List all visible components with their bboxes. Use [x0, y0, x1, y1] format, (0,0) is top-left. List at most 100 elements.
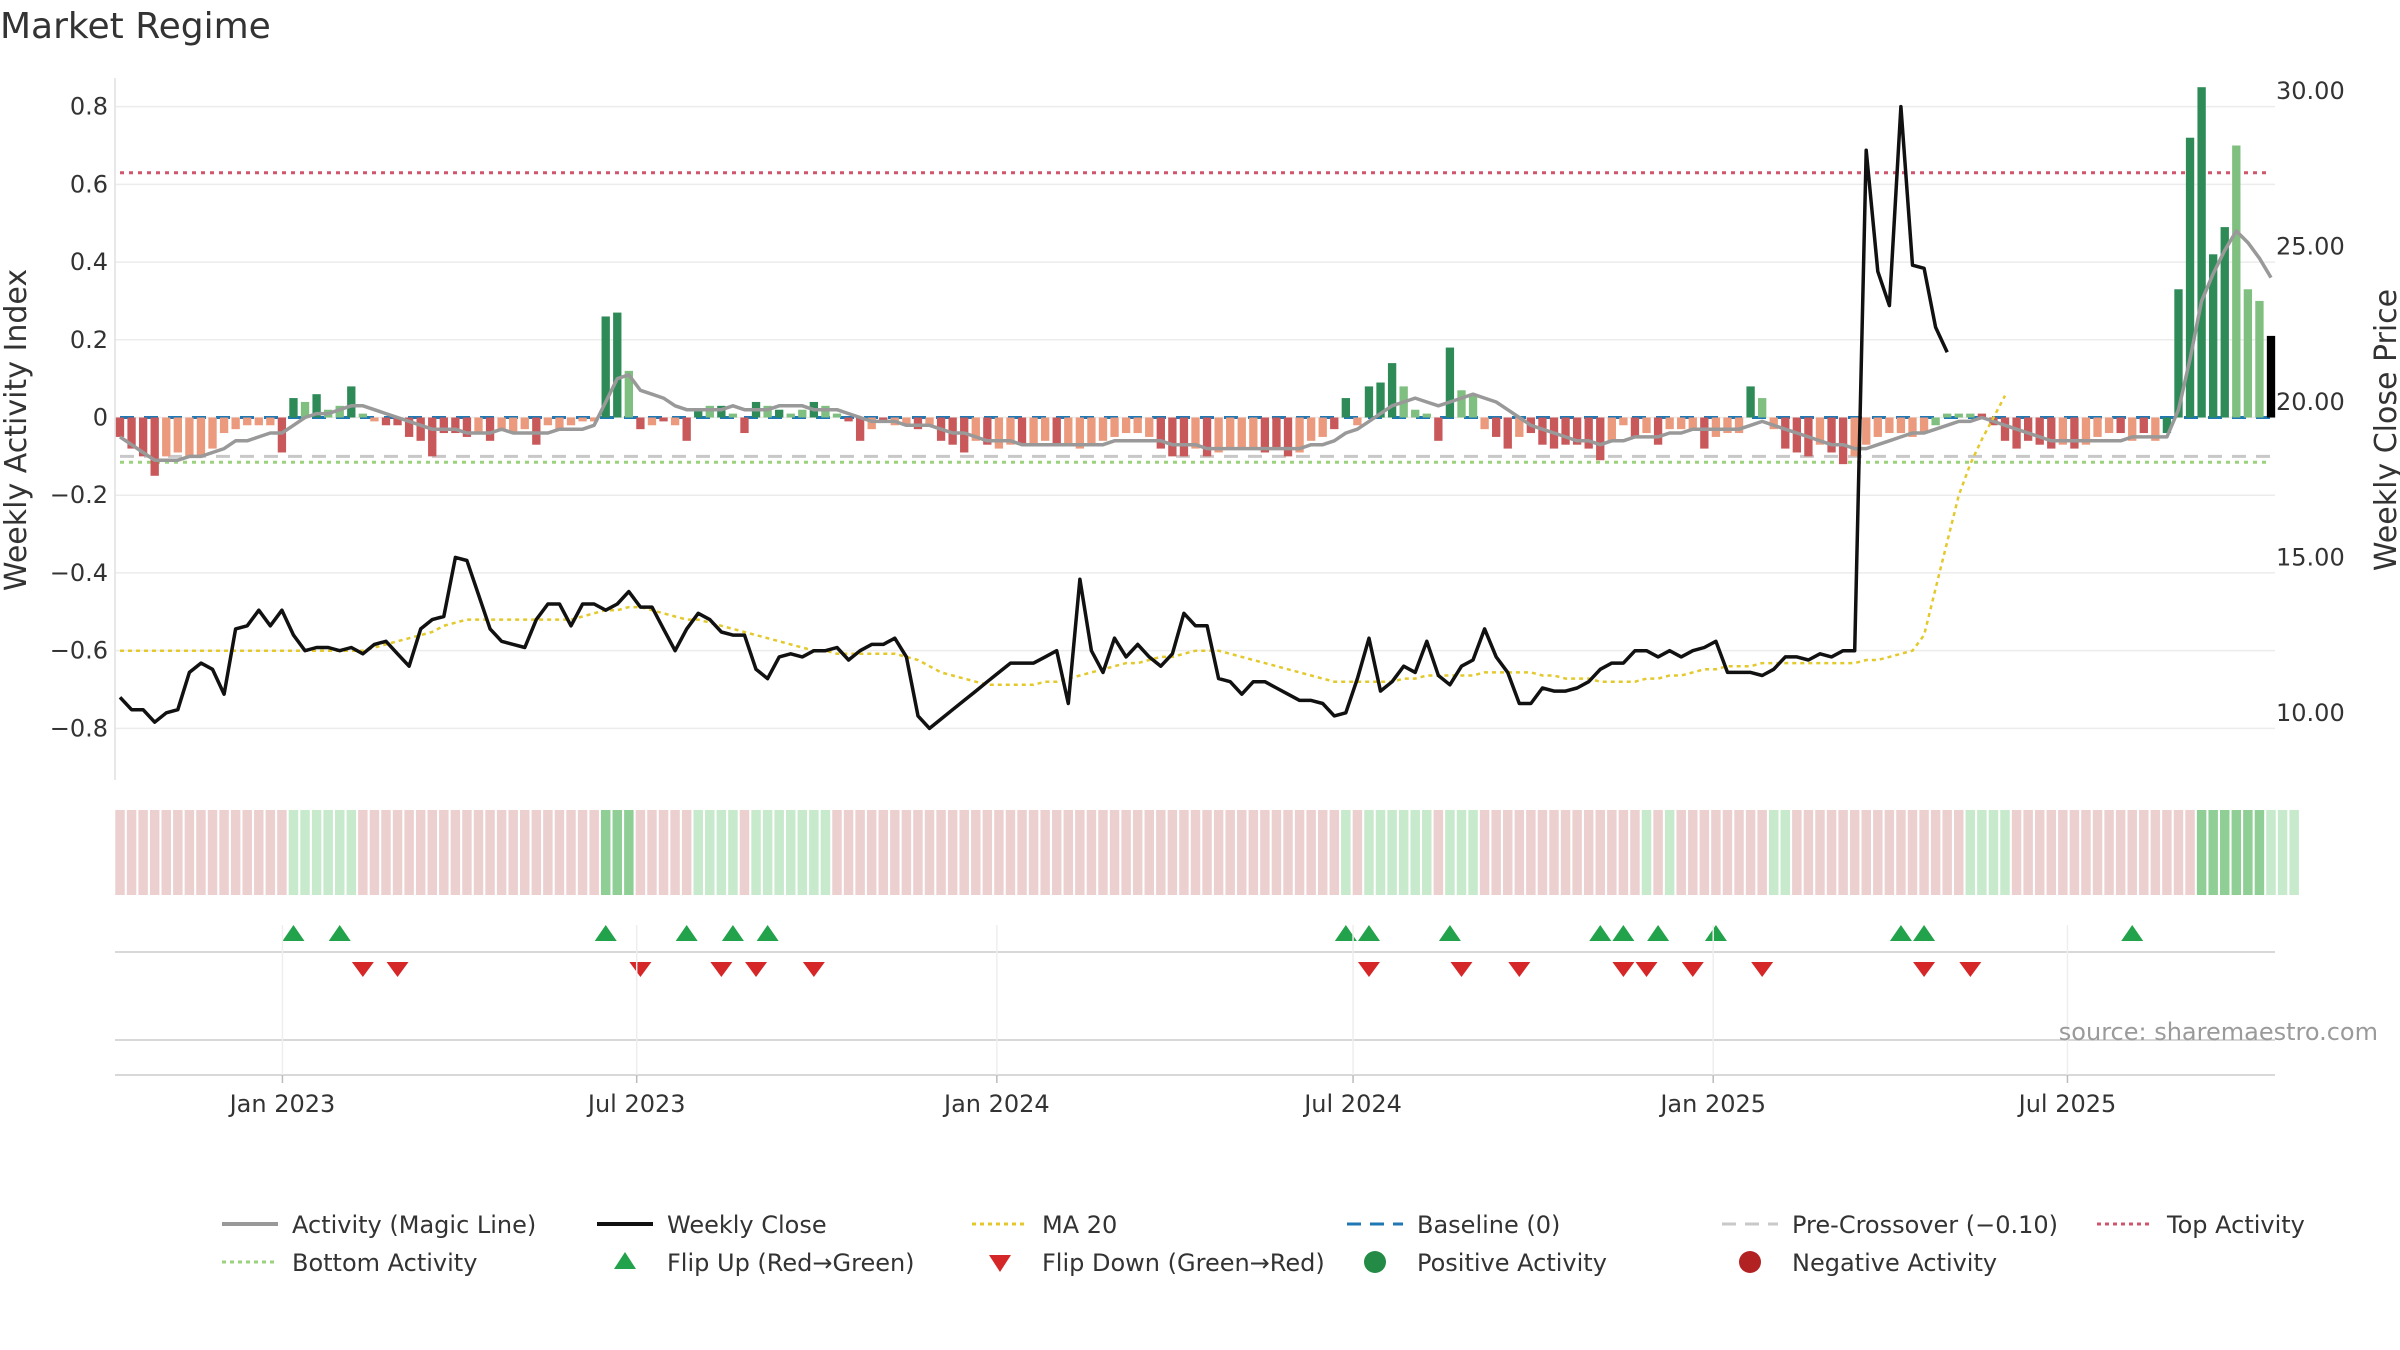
regime-band [1213, 810, 1224, 895]
flip-up-marker [1438, 925, 1461, 941]
flip-down-marker [1508, 962, 1531, 977]
activity-bar [2139, 417, 2148, 434]
activity-bar [543, 417, 553, 426]
regime-band-strip [115, 810, 2299, 895]
activity-bar [2151, 417, 2160, 441]
right-tick-label: 10.00 [2276, 699, 2345, 727]
flip-up-marker [594, 925, 617, 941]
activity-bar [1087, 417, 1096, 445]
activity-bar [370, 417, 379, 422]
regime-band [739, 810, 750, 895]
activity-bar [428, 417, 437, 457]
activity-bar [659, 417, 668, 422]
regime-band [1109, 810, 1120, 895]
activity-bar [243, 417, 252, 426]
activity-bar [1387, 363, 1397, 418]
regime-band [1375, 810, 1386, 895]
legend-item: Weekly Close [597, 1211, 827, 1239]
regime-band [1954, 810, 1964, 895]
activity-bar [1954, 413, 1963, 418]
regime-band [716, 810, 727, 895]
regime-band [392, 810, 403, 895]
regime-band [254, 810, 264, 895]
x-tick-label: Jan 2024 [942, 1090, 1050, 1118]
activity-bar [1457, 390, 1466, 418]
regime-band [1664, 810, 1675, 895]
flip-up-marker [1913, 925, 1936, 941]
activity-bar [913, 417, 923, 430]
activity-bar [451, 417, 460, 434]
regime-band [589, 810, 599, 895]
regime-band [809, 810, 819, 895]
ma20-line [120, 395, 2007, 687]
regime-band [866, 810, 877, 895]
activity-bar [312, 394, 321, 418]
legend-label: Baseline (0) [1417, 1211, 1560, 1239]
regime-band [2115, 810, 2126, 895]
flip-down-marker [1612, 962, 1635, 977]
regime-band [1583, 810, 1594, 895]
regime-band [2092, 810, 2103, 895]
activity-bar [624, 370, 634, 418]
regime-band [126, 810, 137, 895]
activity-bar [1121, 417, 1131, 434]
regime-band [2162, 810, 2172, 895]
regime-band [1745, 810, 1756, 895]
activity-bar [867, 417, 876, 430]
activity-bar [347, 386, 356, 418]
activity-bar [960, 417, 969, 453]
legend-label: Bottom Activity [292, 1249, 477, 1277]
regime-band [1988, 810, 1999, 895]
activity-bar [532, 417, 541, 445]
activity-bar [902, 417, 911, 426]
regime-band [1907, 810, 1918, 895]
activity-bar [289, 398, 298, 418]
activity-bar [509, 417, 518, 434]
activity-bar [601, 316, 610, 418]
regime-band [786, 810, 796, 895]
magic-line [119, 229, 2273, 462]
regime-band [1572, 810, 1582, 895]
regime-band [1433, 810, 1444, 895]
regime-band [1005, 810, 1016, 895]
regime-band [277, 810, 287, 895]
activity-bar [127, 417, 136, 449]
activity-bars [115, 87, 2276, 476]
activity-bar [1538, 417, 1547, 445]
activity-bar [173, 417, 182, 453]
right-tick-label: 30.00 [2276, 77, 2345, 105]
activity-bar [266, 417, 275, 426]
regime-band [658, 810, 669, 895]
activity-bar [1792, 417, 1802, 453]
activity-bar [1237, 417, 1246, 449]
regime-band [1977, 810, 1987, 895]
regime-band [415, 810, 426, 895]
activity-bar [1364, 386, 1374, 418]
activity-bar [1619, 417, 1628, 426]
regime-band [1167, 810, 1178, 895]
flip-down-marker [710, 962, 733, 977]
regime-band [762, 810, 773, 895]
activity-bar [2255, 300, 2264, 418]
activity-bar [1330, 417, 1339, 430]
regime-band [149, 810, 160, 895]
activity-bar [1827, 417, 1836, 453]
regime-band [832, 810, 842, 895]
activity-bar [670, 417, 680, 426]
activity-bar [300, 401, 310, 418]
activity-bar [358, 413, 368, 418]
regime-band [1942, 810, 1952, 895]
activity-bar [1133, 417, 1142, 434]
regime-band [554, 810, 565, 895]
regime-band [1306, 810, 1316, 895]
activity-bar [1746, 386, 1755, 418]
regime-band [2058, 810, 2068, 895]
legend-item: Bottom Activity [222, 1249, 477, 1277]
regime-band [334, 810, 345, 895]
activity-bar [1249, 417, 1258, 449]
regime-band [1768, 810, 1779, 895]
regime-band [1757, 810, 1767, 895]
activity-bar [2081, 417, 2091, 445]
activity-bar [1596, 417, 1605, 461]
regime-band [1965, 810, 1976, 895]
